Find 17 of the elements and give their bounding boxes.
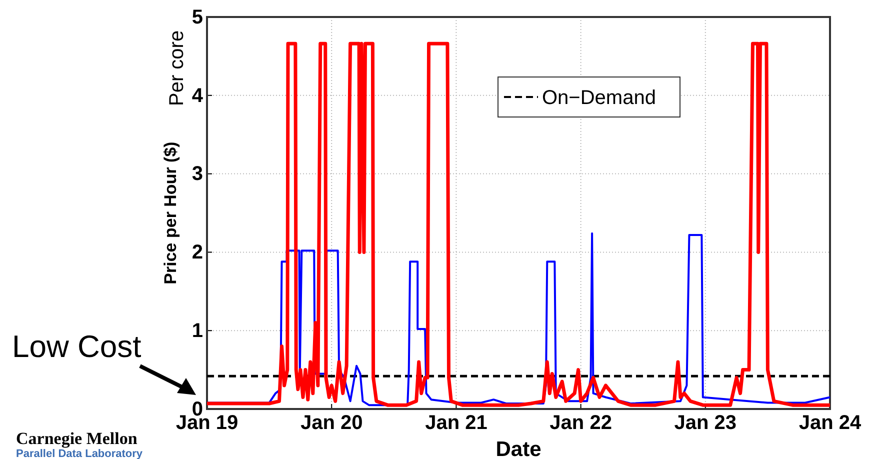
y-axis-title: Price per Hour ($) xyxy=(161,142,180,284)
y-tick-label: 5 xyxy=(192,6,203,28)
y-tick-label: 2 xyxy=(192,242,203,264)
x-tick-label: Jan 24 xyxy=(798,412,862,434)
y-tick-label: 4 xyxy=(192,84,204,107)
legend-label: On−Demand xyxy=(542,87,656,109)
text: Low Cost xyxy=(12,329,142,364)
x-axis-title: Date xyxy=(496,438,542,459)
text: Per core xyxy=(166,30,188,106)
y-tick-label: 3 xyxy=(192,163,203,186)
y-tick-label: 1 xyxy=(192,320,203,342)
x-tick-label: Jan 20 xyxy=(300,412,363,434)
text: Parallel Data Laboratory xyxy=(16,448,144,459)
x-tick-label: Jan 23 xyxy=(674,412,737,434)
text: Carnegie Mellon xyxy=(16,429,138,448)
x-tick-label: Jan 21 xyxy=(425,412,488,434)
x-tick-label: Jan 22 xyxy=(550,412,612,434)
